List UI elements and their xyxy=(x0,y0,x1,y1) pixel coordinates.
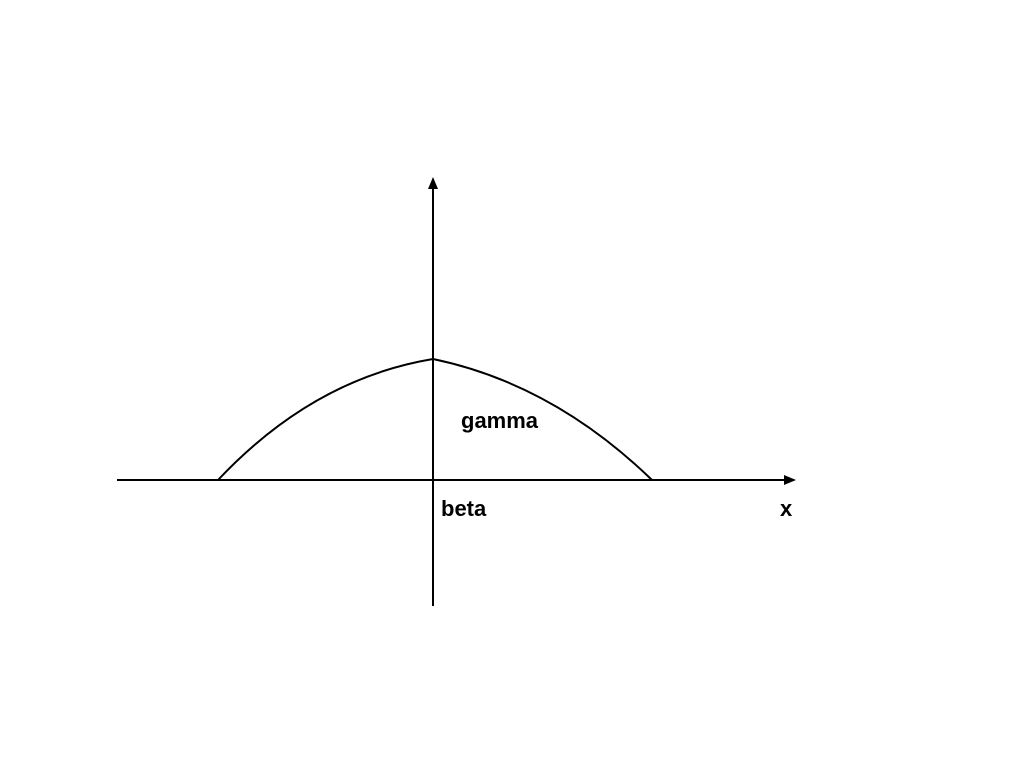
x-axis-label: x xyxy=(780,496,793,521)
origin-label: beta xyxy=(441,496,487,521)
right-curve xyxy=(432,358,653,481)
y-axis-arrowhead xyxy=(428,177,438,189)
x-axis-arrowhead xyxy=(784,475,796,485)
left-curve xyxy=(217,358,434,481)
curve-label: gamma xyxy=(461,408,539,433)
